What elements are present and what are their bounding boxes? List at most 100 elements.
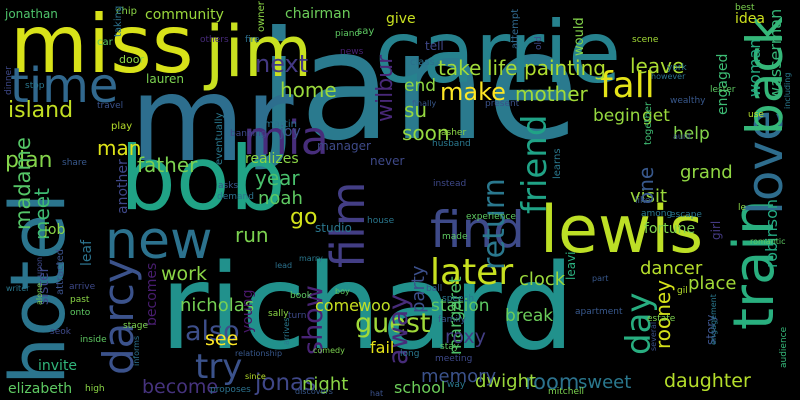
word-meeting: meeting [435,354,473,364]
word-high: high [85,384,105,394]
word-asher: asher [441,128,467,138]
word-informs: informs [132,335,141,366]
word-like: like [635,196,651,206]
word-door: door [119,53,144,66]
word-instead: instead [433,179,467,189]
word-make: make [440,78,506,106]
word-noah: noah [258,188,303,209]
word-would: would [572,17,587,56]
word-comedy: comedy [313,346,345,355]
word-eventually: eventually [214,112,225,165]
word-martin: martin [264,119,298,130]
word-say: say [357,26,375,37]
word-dinner: dinner [4,66,14,95]
word-dancer: dancer [640,258,703,279]
word-get: get [642,106,670,126]
word-arrive: arrive [69,282,96,292]
word-writer: writer [6,284,30,293]
word-finally: finally [412,99,437,108]
word-house: house [367,216,395,226]
word-family: family [438,315,466,325]
word-jane: jane [258,0,579,174]
word-class: class [410,57,435,68]
word-inside: inside [80,335,107,345]
word-also: also [185,316,240,347]
word-car: car [97,37,113,48]
word-jonathan: jonathan [5,7,58,21]
word-chairman: chairman [285,6,351,22]
word-night: night [302,374,349,395]
word-joy: joy [280,124,301,140]
word-home: home [280,78,337,102]
word-father: father [137,153,198,177]
word-old: old [534,36,544,50]
word-madame: madame [11,137,35,230]
word-hat: hat [370,389,384,398]
word-news: news [340,47,364,57]
word-arrives: arrives [282,317,291,345]
word-seok: seok [50,327,71,337]
word-later: later [430,252,514,293]
word-su: su [404,98,428,122]
word-lester: lester [710,85,736,95]
word-realizes: realizes [245,151,299,167]
word-escape: escape [670,210,702,220]
word-grand: grand [680,162,733,183]
word-turn: turn [288,311,307,321]
word-mr: mr [130,50,294,188]
word-gil: gil [677,286,688,296]
word-fail: fail [370,338,395,357]
word-time: time [10,58,119,114]
word-never: never [370,154,405,168]
word-fall: fall [600,65,655,106]
word-relationship: relationship [235,349,283,358]
word-engagement: engagement [709,294,718,345]
word-experience: experience [466,212,516,222]
word-go: go [290,205,318,230]
word-lewis: lewis [540,193,704,268]
word-sally: sally [268,309,289,319]
word-see: see [205,328,239,350]
word-idea: idea [735,11,765,27]
word-jonas: jonas [255,370,317,396]
word-dwight: dwight [475,371,537,392]
word-give: give [386,11,416,27]
word-station: station [431,296,490,316]
word-next: next [255,50,309,78]
word-lead: lead [275,261,293,270]
word-owner: owner [256,1,267,32]
word-painting: painting [524,56,606,80]
word-guest: guest [355,308,431,339]
word-robinson: robinson [762,198,781,268]
word-demand: demand [217,192,254,202]
word-way: way [447,380,466,390]
word-discovers: discovers [295,387,333,396]
word-miss: miss [10,0,194,91]
word-present: present [485,99,520,109]
word-play: play [111,121,133,132]
word-use: use [748,110,764,120]
word-becomes: becomes [144,262,160,326]
word-richard: richard [160,238,575,376]
word-husband: husband [432,139,471,149]
word-book: book [290,291,312,301]
word-new: new [105,211,213,271]
word-fortune: fortune [644,221,696,237]
word-community: community [145,7,224,23]
word-including: including [783,72,792,109]
word-others: others [200,35,229,45]
word-aunt: aunt [673,132,692,141]
word-young: young [240,289,256,333]
word-room: room [525,370,580,394]
word-place: place [688,273,737,294]
word-island: island [8,98,74,123]
word-girl: girl [709,220,723,240]
word-proposes: proposes [210,385,251,395]
word-elizabeth: elizabeth [8,381,73,397]
word-part: part [592,274,609,283]
word-wasserman: wasserman [766,8,785,100]
word-marry: marry [299,254,323,263]
word-york: york [667,63,687,73]
word-bob: bob [120,127,286,230]
